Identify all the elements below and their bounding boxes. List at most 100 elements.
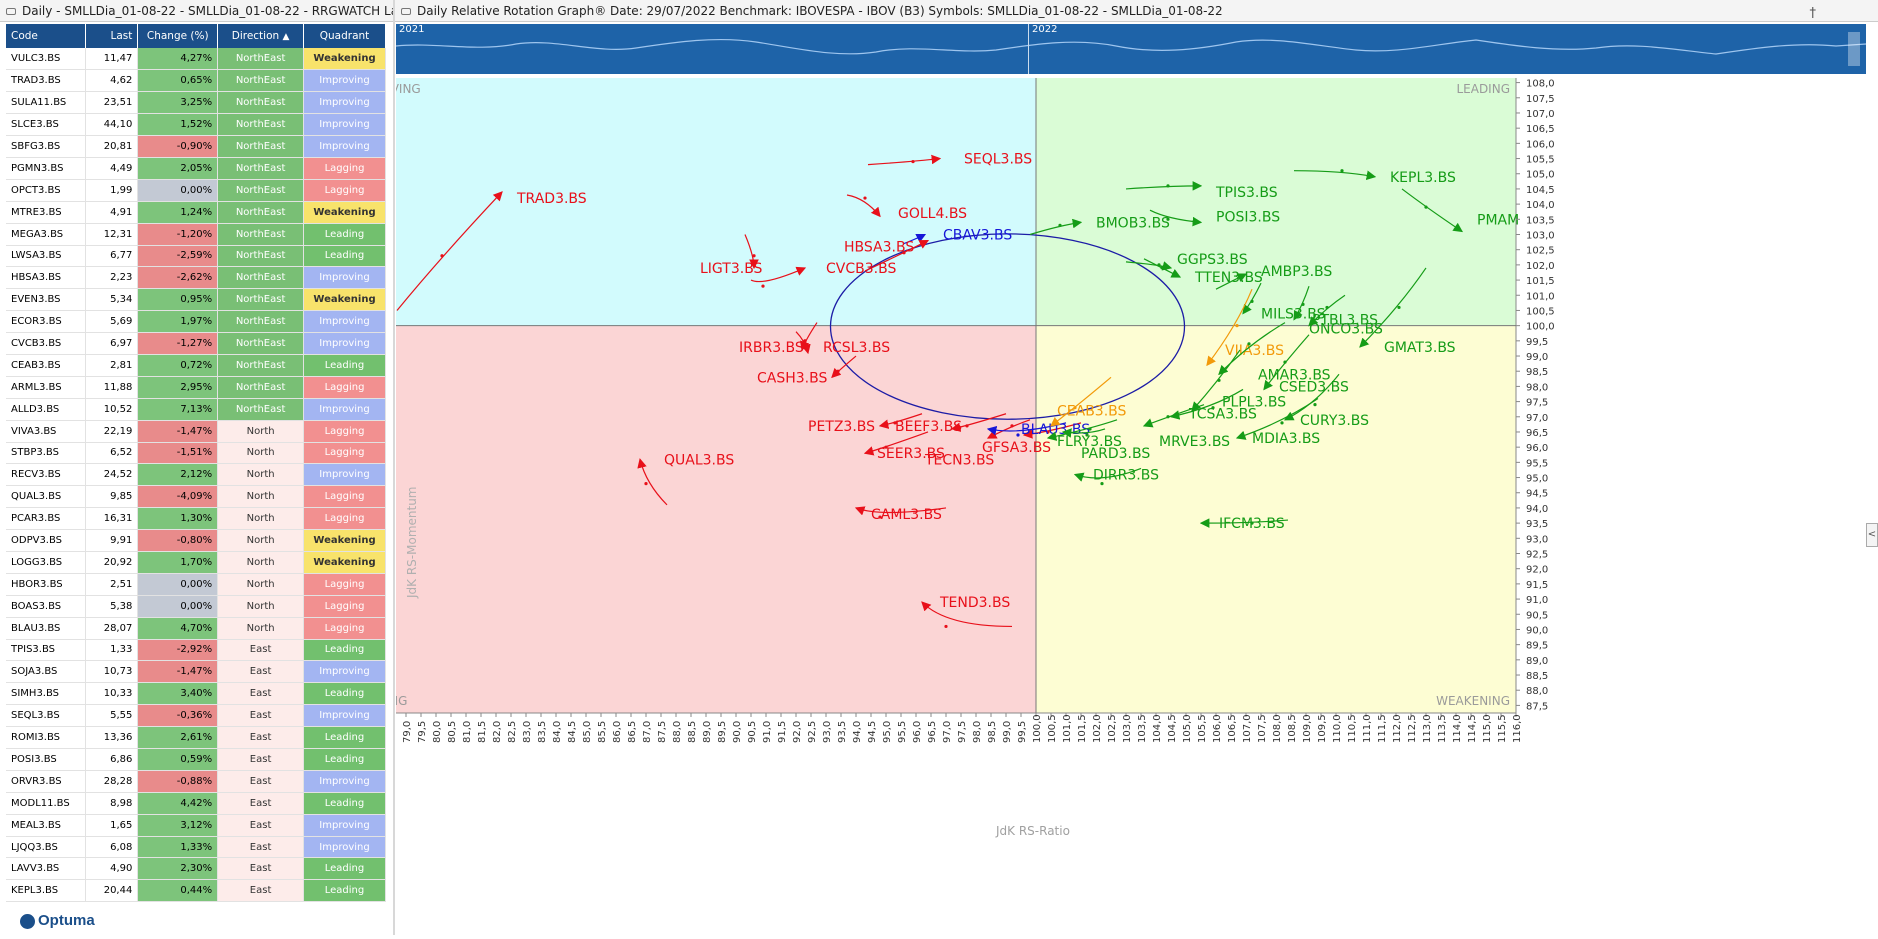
series-label[interactable]: TECN3.BS <box>924 452 994 468</box>
table-row[interactable]: BOAS3.BS 5,38 0,00% North Lagging <box>6 595 386 618</box>
table-row[interactable]: SOJA3.BS 10,73 -1,47% East Improving <box>6 660 386 684</box>
series-label[interactable]: PMAM <box>1477 212 1519 228</box>
rrg-series-petz3-bs[interactable]: PETZ3.BS <box>808 413 923 435</box>
rrg-series-hbsa3-bs[interactable]: HBSA3.BS <box>844 240 930 272</box>
rrg-series-tcsa3-bs[interactable]: TCSA3.BS <box>1169 388 1257 423</box>
series-label[interactable]: IRBR3.BS <box>739 340 804 356</box>
table-row[interactable]: MTRE3.BS 4,91 1,24% NorthEast Weakening <box>6 201 386 224</box>
rrg-series-seql3-bs[interactable]: SEQL3.BS <box>867 152 1032 168</box>
series-label[interactable]: GGPS3.BS <box>1177 252 1248 268</box>
table-row[interactable]: ODPV3.BS 9,91 -0,80% North Weakening <box>6 529 386 552</box>
series-label[interactable]: AMBP3.BS <box>1261 264 1332 280</box>
series-label[interactable]: DIRR3.BS <box>1093 468 1159 484</box>
series-label[interactable]: PARD3.BS <box>1081 446 1150 462</box>
series-label[interactable]: BLAU3.BS <box>1021 422 1090 438</box>
rrg-series-trad3-bs[interactable]: TRAD3.BS <box>396 191 587 311</box>
rrg-series-cash3-bs[interactable]: CASH3.BS <box>757 355 857 386</box>
series-label[interactable]: LIGT3.BS <box>700 261 763 277</box>
series-label[interactable]: CBAV3.BS <box>943 228 1012 244</box>
series-label[interactable]: IFCM3.BS <box>1219 516 1285 532</box>
series-label[interactable]: QUAL3.BS <box>664 452 734 468</box>
table-row[interactable]: ECOR3.BS 5,69 1,97% NorthEast Improving <box>6 310 386 334</box>
rrg-series-ligt3-bs[interactable]: LIGT3.BS <box>700 234 763 277</box>
rrg-series-ifcm3-bs[interactable]: IFCM3.BS <box>1199 516 1289 532</box>
table-row[interactable]: STBP3.BS 6,52 -1,51% North Lagging <box>6 442 386 465</box>
rrg-series-mrve3-bs[interactable]: MRVE3.BS <box>1142 404 1230 450</box>
table-row[interactable]: HBSA3.BS 2,23 -2,62% NorthEast Improving <box>6 266 386 290</box>
rrg-series-gmat3-bs[interactable]: GMAT3.BS <box>1359 267 1456 356</box>
table-row[interactable]: ORVR3.BS 28,28 -0,88% East Improving <box>6 770 386 793</box>
rrg-series-dirr3-bs[interactable]: DIRR3.BS <box>1073 468 1159 486</box>
rrg-series-goll4-bs[interactable]: GOLL4.BS <box>846 194 967 222</box>
table-row[interactable]: CEAB3.BS 2,81 0,72% NorthEast Leading <box>6 354 386 377</box>
rrg-series-pard3-bs[interactable]: PARD3.BS <box>1061 428 1150 462</box>
series-label[interactable]: GFSA3.BS <box>982 440 1051 456</box>
rrg-series-pmam[interactable]: PMAM <box>1401 188 1519 233</box>
table-row[interactable]: MEAL3.BS 1,65 3,12% East Improving <box>6 814 386 837</box>
column-header-quadrant[interactable]: Quadrant <box>303 24 386 48</box>
series-label[interactable]: SEER3.BS <box>877 446 945 462</box>
series-label[interactable]: MDIA3.BS <box>1252 431 1320 447</box>
table-row[interactable]: LJQQ3.BS 6,08 1,33% East Improving <box>6 836 386 859</box>
table-row[interactable]: KEPL3.BS 20,44 0,44% East Leading <box>6 879 386 903</box>
series-label[interactable]: MRVE3.BS <box>1159 434 1230 450</box>
rrg-series-rcsl3-bs[interactable]: RCSL3.BS <box>800 322 890 356</box>
table-row[interactable]: ARML3.BS 11,88 2,95% NorthEast Lagging <box>6 376 386 399</box>
table-row[interactable]: SIMH3.BS 10,33 3,40% East Leading <box>6 682 386 706</box>
rrg-series-cury3-bs[interactable]: CURY3.BS <box>1283 373 1369 429</box>
table-row[interactable]: PCAR3.BS 16,31 1,30% North Lagging <box>6 507 386 531</box>
table-row[interactable]: QUAL3.BS 9,85 -4,09% North Lagging <box>6 485 386 509</box>
column-header-code[interactable]: Code <box>6 24 87 48</box>
table-row[interactable]: LOGG3.BS 20,92 1,70% North Weakening <box>6 551 386 574</box>
series-label[interactable]: TEND3.BS <box>939 595 1010 611</box>
series-label[interactable]: AMAR3.BS <box>1258 367 1331 383</box>
series-label[interactable]: CURY3.BS <box>1300 413 1369 429</box>
table-row[interactable]: TRAD3.BS 4,62 0,65% NorthEast Improving <box>6 69 386 93</box>
rrg-series-flry3-bs[interactable]: FLRY3.BS <box>1046 419 1122 450</box>
table-row[interactable]: CVCB3.BS 6,97 -1,27% NorthEast Improving <box>6 332 386 355</box>
rrg-series-tend3-bs[interactable]: TEND3.BS <box>921 595 1013 629</box>
rrg-series-ambp3-bs[interactable]: AMBP3.BS <box>1215 264 1332 290</box>
table-row[interactable]: OPCT3.BS 1,99 0,00% NorthEast Lagging <box>6 179 386 202</box>
series-label[interactable]: GOLL4.BS <box>898 206 967 222</box>
rrg-series-mdia3-bs[interactable]: MDIA3.BS <box>1235 398 1320 447</box>
series-label[interactable]: POSI3.BS <box>1216 209 1280 225</box>
series-label[interactable]: KEPL3.BS <box>1390 170 1456 186</box>
column-header-change[interactable]: Change (%) <box>137 24 219 48</box>
rrg-series-ggps3-bs[interactable]: GGPS3.BS <box>1125 252 1248 271</box>
rrg-series-ceab3-bs[interactable]: CEAB3.BS <box>1050 376 1127 427</box>
rrg-series-seer3-bs[interactable]: SEER3.BS <box>863 431 945 462</box>
timeline-handle[interactable] <box>1848 32 1860 66</box>
column-header-last[interactable]: Last <box>85 24 139 48</box>
timeline-navigator[interactable]: 2021 2022 <box>396 24 1866 74</box>
table-row[interactable]: TPIS3.BS 1,33 -2,92% East Leading <box>6 639 386 662</box>
table-row[interactable]: LAVV3.BS 4,90 2,30% East Leading <box>6 857 386 881</box>
rrg-series-amar3-bs[interactable]: AMAR3.BS <box>1218 322 1331 384</box>
table-row[interactable]: SBFG3.BS 20,81 -0,90% NorthEast Improving <box>6 135 386 158</box>
table-row[interactable]: VIVA3.BS 22,19 -1,47% North Lagging <box>6 420 386 443</box>
rrg-series-beef3-bs[interactable]: BEEF3.BS <box>895 413 1007 435</box>
rrg-series-cbav3-bs[interactable]: CBAV3.BS <box>903 228 1012 245</box>
table-row[interactable]: BLAU3.BS 28,07 4,70% North Lagging <box>6 617 386 640</box>
series-label[interactable]: CVCB3.BS <box>826 261 896 277</box>
table-row[interactable]: SULA11.BS 23,51 3,25% NorthEast Improving <box>6 91 386 115</box>
series-label[interactable]: PETZ3.BS <box>808 419 875 435</box>
series-label[interactable]: ONCO3.BS <box>1309 322 1383 338</box>
table-row[interactable]: SEQL3.BS 5,55 -0,36% East Improving <box>6 704 386 728</box>
series-label[interactable]: CEAB3.BS <box>1057 404 1127 420</box>
series-label[interactable]: PTBL3.BS <box>1312 313 1378 329</box>
rrg-series-onco3-bs[interactable]: ONCO3.BS <box>1308 294 1383 338</box>
series-label[interactable]: VIIA3.BS <box>1225 343 1284 359</box>
table-row[interactable]: ALLD3.BS 10,52 7,13% NorthEast Improving <box>6 398 386 421</box>
rrg-series-gfsa3-bs[interactable]: GFSA3.BS <box>982 422 1082 456</box>
series-label[interactable]: GMAT3.BS <box>1384 340 1456 356</box>
pin-icon[interactable]: † <box>1809 6 1817 21</box>
table-row[interactable]: POSI3.BS 6,86 0,59% East Leading <box>6 748 386 771</box>
table-row[interactable]: VULC3.BS 11,47 4,27% NorthEast Weakening <box>6 48 386 71</box>
side-panel-toggle[interactable]: < <box>1866 523 1878 547</box>
rrg-series-bmob3-bs[interactable]: BMOB3.BS <box>1029 215 1170 236</box>
rrg-series-ptbl3-bs[interactable]: PTBL3.BS <box>1293 285 1378 329</box>
rrg-series-cvcb3-bs[interactable]: CVCB3.BS <box>750 261 896 288</box>
series-label[interactable]: CASH3.BS <box>757 370 827 386</box>
table-row[interactable]: ROMI3.BS 13,36 2,61% East Leading <box>6 726 386 749</box>
